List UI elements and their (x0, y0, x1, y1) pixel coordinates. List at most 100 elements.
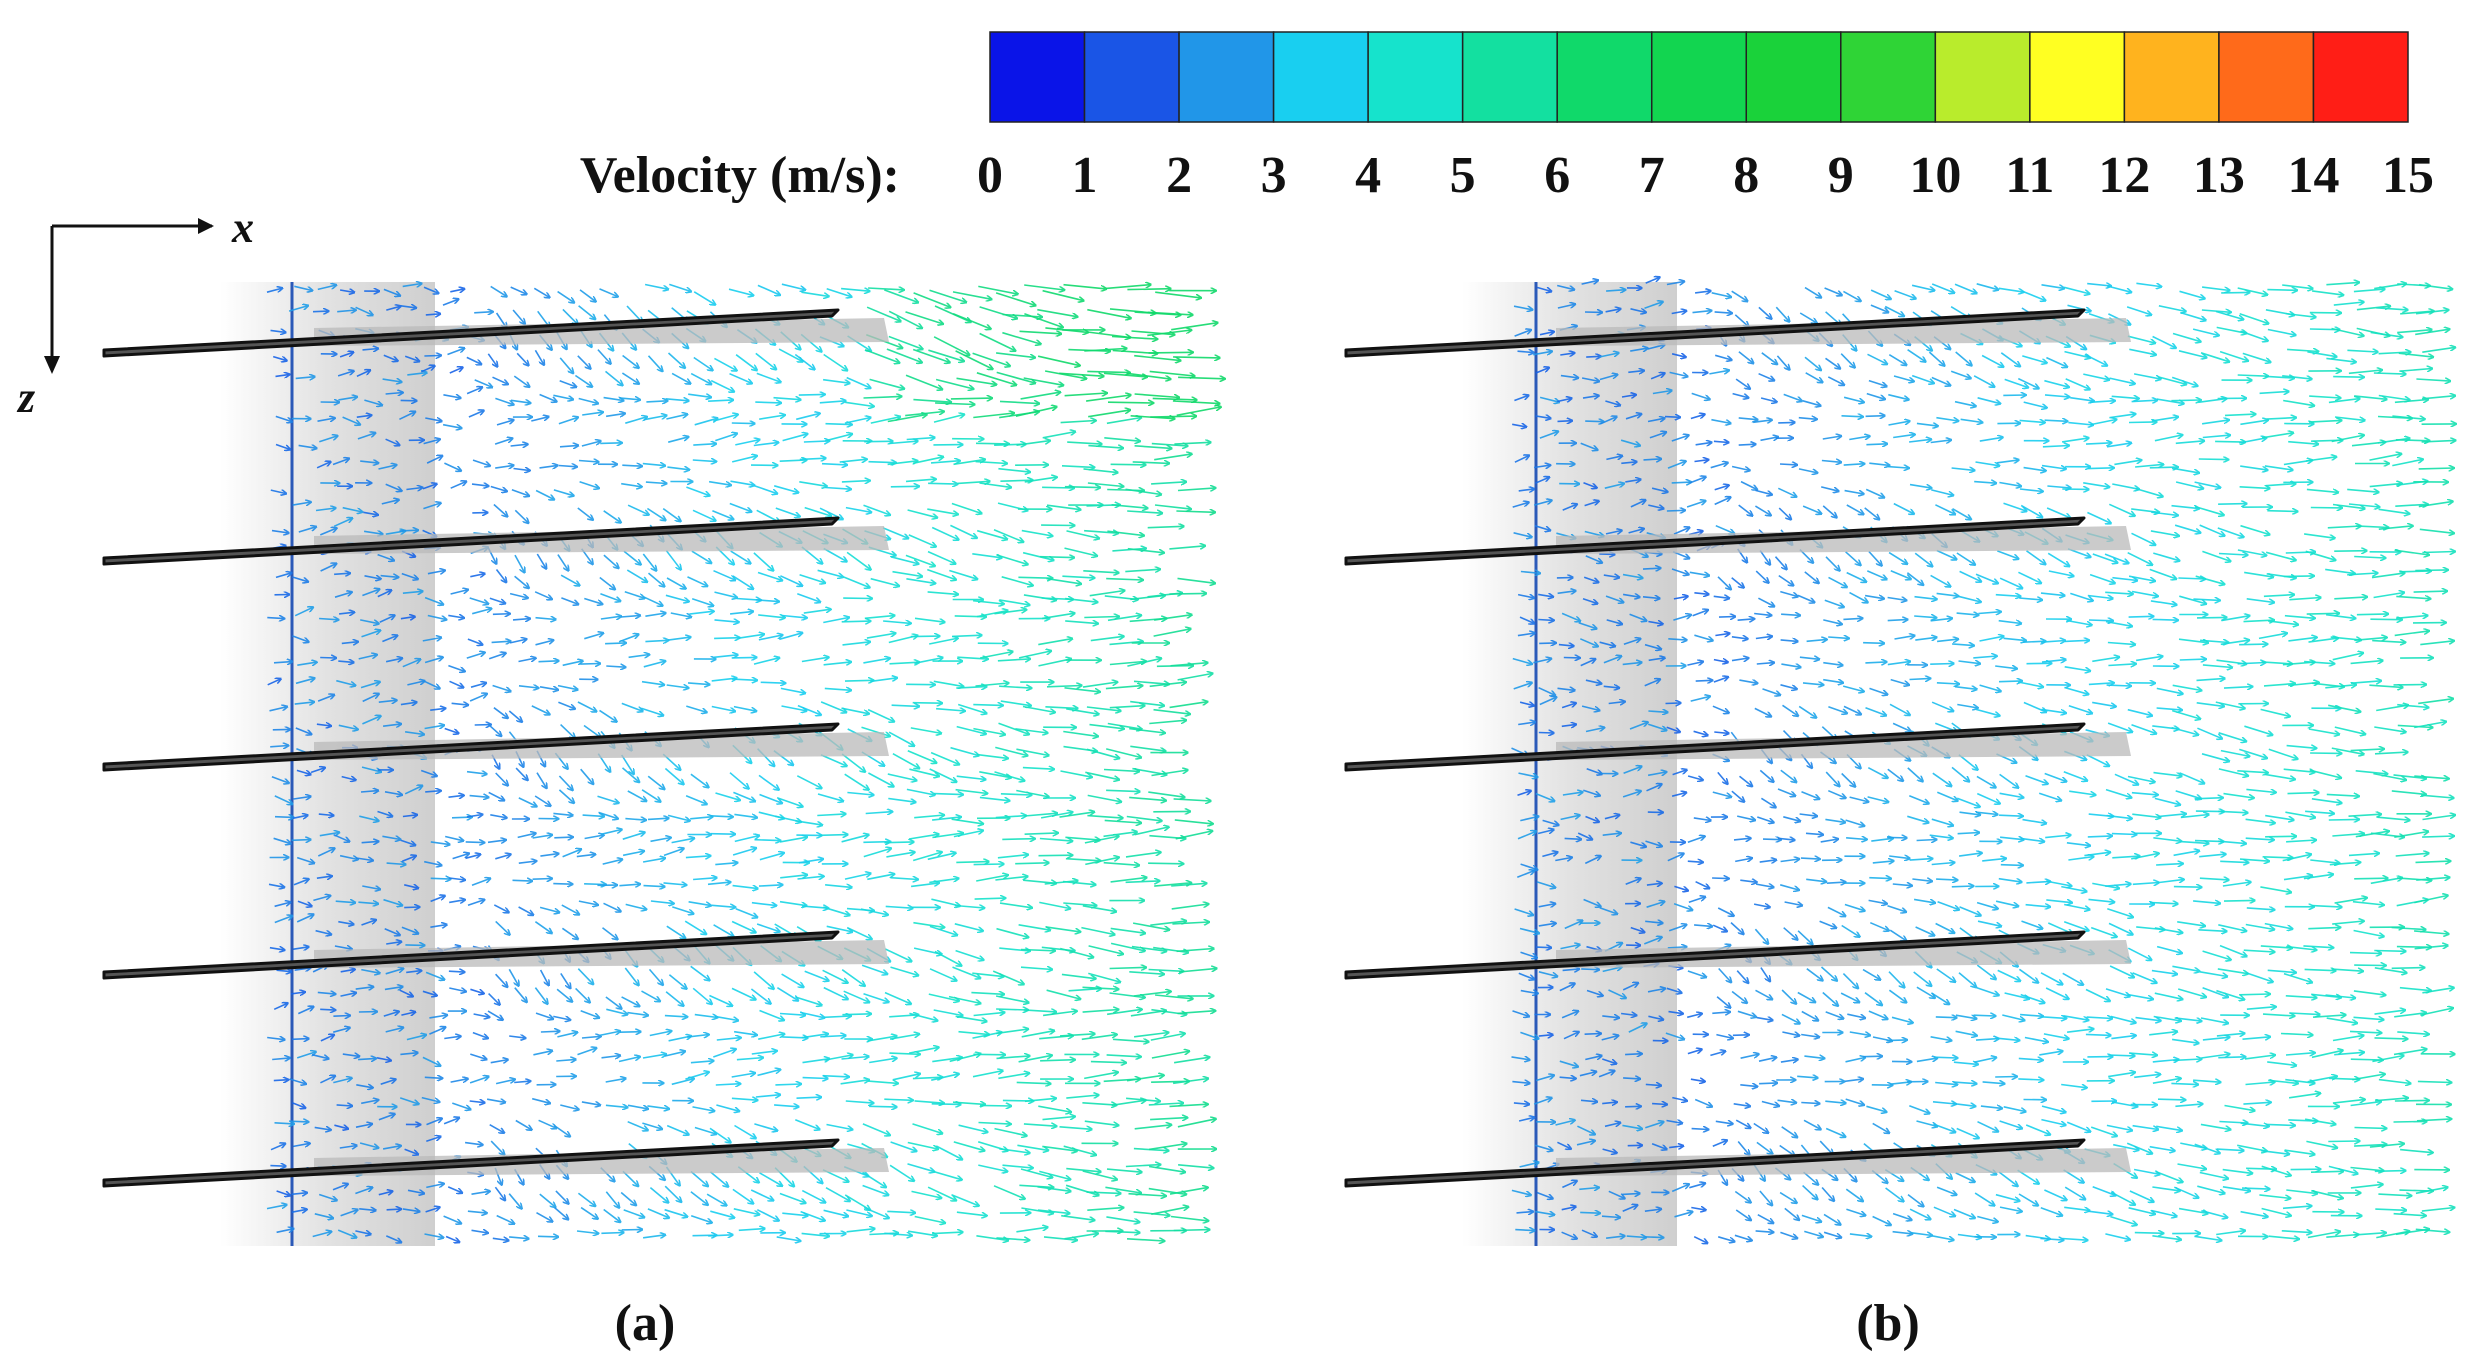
velocity-vector (2239, 859, 2269, 861)
velocity-vector (1046, 504, 1081, 510)
velocity-vector (907, 750, 937, 763)
velocity-vector (603, 554, 619, 568)
velocity-vector (362, 694, 379, 703)
velocity-vector (317, 285, 337, 291)
velocity-vector (779, 900, 807, 906)
velocity-vector (425, 314, 441, 315)
velocity-vector (690, 773, 709, 787)
velocity-vector (1819, 920, 1837, 928)
velocity-vector (341, 777, 356, 781)
velocity-vector (672, 906, 693, 914)
velocity-vector (2348, 814, 2382, 816)
velocity-vector (1802, 1185, 1818, 1200)
velocity-vector (2415, 861, 2451, 862)
velocity-vector (386, 942, 401, 944)
velocity-vector (1134, 827, 1169, 836)
velocity-vector (449, 367, 463, 374)
velocity-vector (730, 550, 751, 564)
velocity-vector (2396, 616, 2428, 619)
velocity-vector (666, 685, 689, 688)
velocity-vector (1781, 989, 1796, 1004)
velocity-vector (643, 661, 666, 668)
velocity-vector (1131, 330, 1175, 335)
velocity-vector (1758, 372, 1775, 381)
velocity-vector (2394, 631, 2429, 637)
velocity-vector (1936, 549, 1957, 560)
velocity-vector (714, 357, 737, 370)
velocity-vector (913, 292, 951, 308)
velocity-vector (2110, 1015, 2136, 1022)
velocity-vector (933, 794, 963, 795)
velocity-vector (452, 853, 470, 860)
velocity-vector (2395, 853, 2429, 856)
velocity-vector (562, 849, 582, 858)
velocity-vector (473, 1014, 490, 1017)
velocity-vector (1715, 1121, 1733, 1124)
velocity-vector (1975, 573, 1998, 583)
velocity-vector (360, 682, 380, 689)
velocity-vector (1824, 599, 1844, 607)
velocity-vector (363, 512, 378, 515)
velocity-vector (1087, 816, 1123, 819)
velocity-vector (2128, 1207, 2156, 1214)
velocity-vector (2108, 1072, 2135, 1078)
velocity-vector (1024, 1098, 1056, 1103)
velocity-vector (1712, 878, 1729, 879)
velocity-vector (2326, 282, 2359, 284)
velocity-vector (2180, 842, 2209, 844)
velocity-vector (407, 373, 427, 375)
velocity-vector (1960, 418, 1983, 422)
velocity-vector (1692, 610, 1709, 617)
velocity-vector (888, 731, 914, 746)
velocity-vector (2133, 373, 2161, 379)
velocity-vector (1733, 838, 1751, 840)
velocity-vector (427, 614, 447, 620)
velocity-vector (910, 636, 940, 637)
velocity-vector (685, 1072, 709, 1080)
velocity-vector (2288, 442, 2318, 445)
velocity-vector (929, 925, 958, 935)
velocity-vector (1714, 485, 1729, 491)
velocity-vector (2175, 441, 2205, 444)
velocity-vector (1886, 1040, 1908, 1041)
velocity-vector (606, 1008, 627, 1014)
velocity-vector (270, 1166, 286, 1167)
velocity-vector (605, 643, 626, 644)
velocity-vector (2267, 290, 2297, 291)
velocity-vector (1753, 904, 1770, 907)
velocity-vector (1085, 857, 1119, 866)
velocity-vector (1798, 705, 1816, 717)
velocity-vector (2172, 684, 2202, 690)
velocity-vector (443, 1215, 462, 1224)
velocity-vector (819, 401, 846, 403)
velocity-vector (1691, 1208, 1706, 1211)
velocity-vector (750, 988, 770, 1004)
velocity-vector (979, 332, 1016, 351)
panel-b-label: (b) (1856, 1295, 1920, 1352)
velocity-vector (1149, 720, 1186, 725)
velocity-vector (1106, 1055, 1141, 1057)
velocity-vector (927, 853, 956, 861)
velocity-vector (1178, 377, 1225, 379)
velocity-vector (2356, 614, 2389, 615)
velocity-vector (466, 652, 485, 659)
velocity-vector (1042, 432, 1076, 439)
velocity-vector (518, 861, 537, 863)
velocity-vector (469, 597, 489, 604)
velocity-vector (1779, 1191, 1797, 1203)
velocity-vector (2020, 993, 2045, 1003)
velocity-vector (2422, 347, 2455, 353)
velocity-vector (407, 681, 424, 686)
velocity-vector (1125, 852, 1161, 858)
velocity-vector (801, 1034, 828, 1039)
velocity-vector (1153, 615, 1192, 621)
velocity-vector (2156, 708, 2183, 710)
velocity-vector (557, 684, 578, 690)
velocity-vector (843, 990, 870, 1002)
velocity-vector (538, 1119, 557, 1128)
velocity-vector (1781, 1013, 1800, 1023)
velocity-vector (690, 817, 713, 819)
velocity-vector (1000, 794, 1032, 795)
velocity-vector (2020, 504, 2042, 518)
